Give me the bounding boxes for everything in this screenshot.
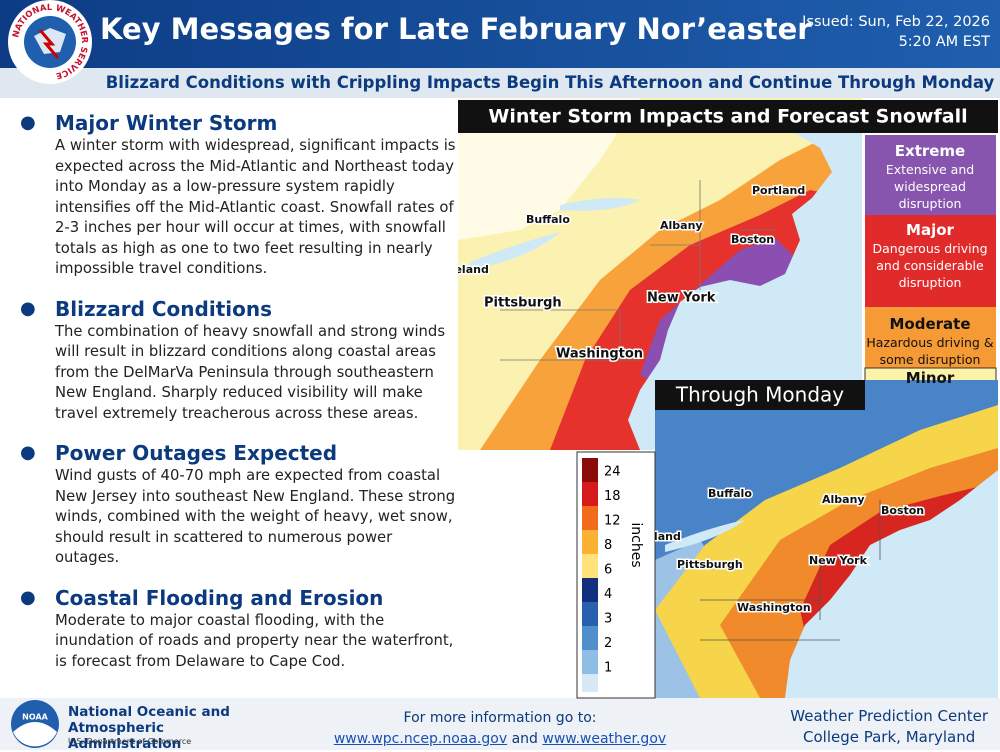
legend-level: Extreme (894, 142, 966, 160)
city-name: Buffalo (708, 487, 752, 500)
message-body: A winter storm with widespread, signific… (55, 137, 456, 277)
city-name: Boston (881, 504, 924, 517)
snowfall-map-title: Through Monday (675, 383, 844, 407)
colorbar-label: 18 (604, 489, 621, 504)
colorbar-label: 3 (604, 612, 612, 627)
issued: Issued: Sun, Feb 22, 2026 5:20 AM EST (802, 12, 990, 52)
legend-extreme (865, 135, 996, 215)
city-label: Washington (555, 345, 645, 363)
link[interactable]: www.wpc.ncep.noaa.gov (333, 731, 508, 747)
noaa-logo-text: NOAA (22, 713, 48, 722)
subtitle-band (0, 68, 1000, 98)
city-label: New York (808, 553, 870, 569)
city-label: Albany (821, 492, 867, 508)
message-heading: Power Outages Expected (55, 441, 338, 465)
city-label: Pittsburgh (676, 557, 745, 573)
city-label: Washington (736, 600, 813, 616)
impact-map-title: Winter Storm Impacts and Forecast Snowfa… (488, 106, 967, 128)
legend-description: Dangerous driving and considerable disru… (872, 241, 988, 290)
center-name: Weather Prediction Center (790, 707, 988, 725)
colorbar-label: 6 (604, 563, 612, 578)
noaa-logo: NOAA (11, 700, 59, 748)
title: Key Messages for Late February Nor’easte… (100, 12, 812, 46)
colorbar: 24 18 12 8 6 4 3 2 1 inches (576, 451, 656, 699)
legend-level: Moderate (889, 315, 971, 333)
subtitle: Blizzard Conditions with Crippling Impac… (105, 73, 995, 92)
issued-time: 5:20 AM EST (898, 34, 990, 50)
city-name: Washington (556, 347, 643, 362)
city-name: Pittsburgh (484, 296, 562, 311)
issued-date: Issued: Sun, Feb 22, 2026 (802, 14, 990, 30)
city-label: New York (646, 289, 718, 307)
info-text: For more information go to: (403, 710, 597, 726)
city-name: New York (809, 554, 868, 567)
colorbar-label: 4 (604, 587, 612, 602)
message-heading: Major Winter Storm (55, 111, 278, 135)
city-name: Cleveland (620, 530, 681, 543)
colorbar-label: 24 (604, 465, 621, 480)
legend-major (865, 215, 996, 307)
city-label: Pittsburgh (483, 294, 564, 312)
center-location: College Park, Maryland (803, 728, 976, 746)
legend-extreme-text: Extreme Extensive and widespread disrupti… (866, 139, 994, 212)
city-label: Cleveland (620, 529, 682, 545)
agency: National Oceanic and Atmospheric Adminis… (68, 704, 230, 752)
legend-moderate-text: Moderate Hazardous driving & some disrupt… (866, 312, 994, 368)
colorbar-label: 1 (604, 661, 612, 676)
colorbar-label: 12 (604, 514, 621, 529)
city-name: Portland (752, 184, 805, 197)
city-label: Buffalo (707, 486, 754, 502)
city-name: Pittsburgh (677, 558, 743, 571)
city-name: New York (647, 291, 716, 306)
city-name: Buffalo (526, 213, 570, 226)
colorbar-label: 2 (604, 636, 612, 651)
snowfall-map (655, 380, 998, 698)
city-name: Albany (660, 219, 703, 232)
message-body: Wind gusts of 40-70 mph are expected fro… (55, 467, 456, 566)
city-name: Boston (731, 233, 774, 246)
header-band (0, 0, 1000, 68)
legend-major-text: Major Dangerous driving and considerable … (866, 218, 994, 291)
message-body: The combination of heavy snowfall and st… (55, 322, 446, 422)
city-name: Cleveland (428, 263, 489, 276)
footer-band (0, 698, 1000, 750)
legend-moderate (865, 307, 996, 368)
colorbar-label: 8 (604, 538, 612, 553)
impact-map (458, 98, 862, 450)
message-heading: Coastal Flooding and Erosion (55, 585, 384, 610)
link[interactable]: www.weather.gov (542, 731, 667, 747)
center: Weather Prediction Center College Park, … (790, 706, 988, 748)
and: and (511, 731, 538, 747)
impact-map-title-band (458, 100, 998, 133)
city-name: Albany (822, 493, 865, 506)
city-label: Buffalo (525, 212, 572, 228)
city-label: Boston (880, 503, 926, 519)
nws-logo: NATIONAL WEATHER SERVICE (8, 0, 92, 84)
legend-minor-text: Minor (866, 368, 994, 388)
city-label: Albany (659, 218, 705, 234)
legend-level: Minor (905, 369, 955, 387)
city-label: Cleveland (428, 262, 490, 278)
department: U.S. Department of Commerce (68, 737, 192, 746)
city-label: Boston (730, 232, 776, 248)
legend-description: Extensive and widespread disruption (885, 162, 975, 211)
city-name: Washington (737, 601, 811, 614)
message-body: Moderate to major coastal flooding, with… (55, 611, 454, 670)
legend-description: Hazardous driving & some disruption (866, 335, 994, 367)
colorbar-unit: inches (628, 522, 644, 567)
city-label: Portland (751, 183, 807, 199)
legend-level: Major (906, 221, 954, 239)
message-heading: Blizzard Conditions (55, 296, 273, 321)
links: www.wpc.ncep.noaa.gov and www.weather.go… (300, 729, 700, 750)
info: For more information go to: www.wpc.ncep… (300, 708, 700, 750)
snowfall-map-title-band (655, 380, 865, 410)
